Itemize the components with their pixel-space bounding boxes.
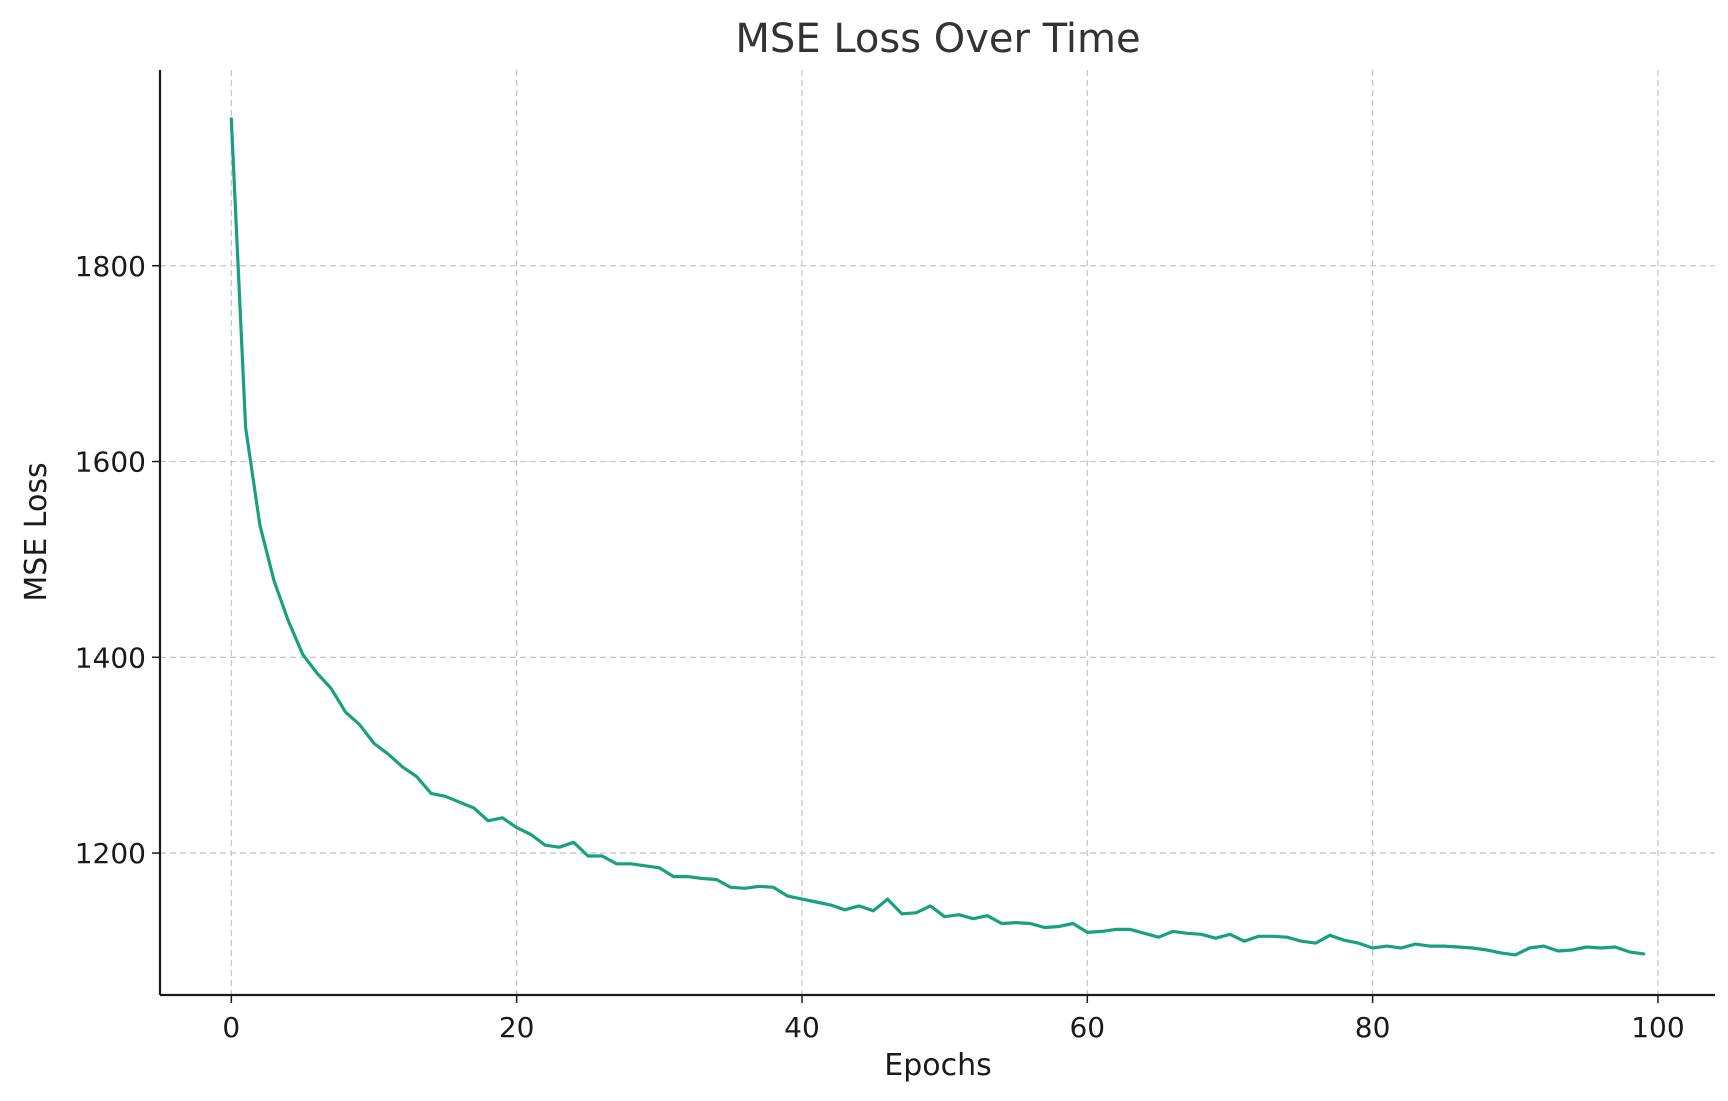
x-tick-label: 20 [499, 1011, 535, 1044]
loss-series-line [229, 117, 1646, 957]
x-axis-label: Epochs [884, 1048, 992, 1083]
axes-layer [158, 70, 1715, 997]
x-tick-label: 40 [784, 1011, 820, 1044]
series-layer [229, 117, 1646, 957]
x-tick-label: 100 [1631, 1011, 1684, 1044]
x-tick-label: 60 [1069, 1011, 1105, 1044]
y-tick-label: 1200 [75, 837, 146, 870]
x-tick-label: 0 [222, 1011, 240, 1044]
x-tick-label: 80 [1355, 1011, 1391, 1044]
grid-layer [160, 70, 1715, 995]
y-tick-label: 1600 [75, 446, 146, 479]
y-tick-label: 1800 [75, 250, 146, 283]
ticks-layer: 0 20 40 60 80 100 1200 1400 1600 1800 [75, 250, 1685, 1044]
y-axis-label: MSE Loss [19, 462, 54, 601]
y-tick-label: 1400 [75, 641, 146, 674]
chart-title: MSE Loss Over Time [735, 16, 1140, 62]
